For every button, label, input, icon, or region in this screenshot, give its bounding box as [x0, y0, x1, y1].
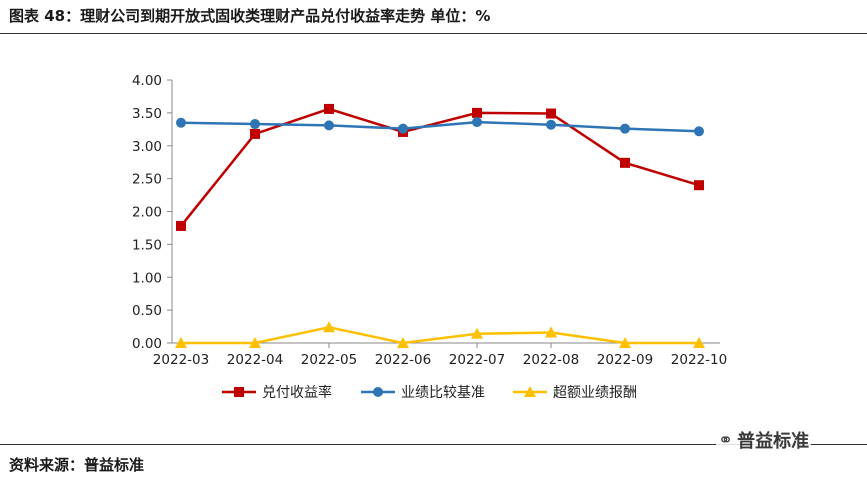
y-tick-label: 0.00 — [132, 336, 162, 352]
data-point-series-3 — [249, 337, 261, 348]
legend-label: 业绩比较基准 — [401, 384, 485, 401]
series-line-2 — [180, 120, 700, 133]
x-tick-label: 2022-08 — [523, 352, 579, 368]
data-point-series-2 — [472, 117, 482, 128]
bottom-divider — [0, 444, 867, 445]
y-tick-label: 1.50 — [132, 237, 162, 253]
y-tick-label: 3.00 — [132, 139, 162, 155]
data-point-series-2 — [546, 119, 556, 130]
legend-marker — [524, 386, 536, 397]
legend-label: 兑付收益率 — [262, 384, 332, 401]
legend-marker — [373, 387, 383, 397]
data-point-series-1 — [176, 220, 186, 231]
data-point-series-3 — [175, 337, 187, 348]
chart-title: 图表 48：理财公司到期开放式固收类理财产品兑付收益率走势 单位：% — [9, 7, 491, 25]
data-point-series-3 — [471, 327, 483, 339]
y-tick-label: 1.00 — [132, 270, 162, 286]
x-tick-label: 2022-05 — [301, 352, 357, 368]
series-line-1 — [180, 107, 700, 227]
data-point-series-1 — [472, 107, 482, 118]
x-tick-label: 2022-03 — [153, 352, 209, 368]
y-tick-label: 3.50 — [132, 106, 162, 122]
y-tick-label: 4.00 — [132, 73, 162, 89]
top-divider — [0, 33, 867, 34]
data-point-series-3 — [693, 337, 705, 348]
data-point-series-2 — [176, 117, 186, 128]
data-point-series-1 — [250, 128, 260, 139]
x-tick-label: 2022-09 — [597, 352, 653, 368]
data-point-series-2 — [398, 123, 408, 134]
legend-label: 超额业绩报酬 — [553, 385, 637, 401]
watermark-label: 普益标准 — [737, 431, 810, 452]
data-point-series-1 — [324, 103, 334, 114]
data-point-series-2 — [694, 126, 704, 137]
data-point-series-3 — [323, 321, 335, 333]
x-tick-label: 2022-10 — [671, 352, 727, 368]
data-point-series-1 — [694, 180, 704, 191]
source-note: 资料来源：普益标准 — [9, 456, 145, 474]
watermark: ⚭ 普益标准 — [716, 427, 812, 453]
wechat-icon: ⚭ — [718, 429, 734, 451]
x-tick-label: 2022-04 — [227, 352, 283, 368]
data-point-series-2 — [324, 120, 334, 131]
legend-marker — [234, 387, 244, 397]
data-point-series-1 — [546, 108, 556, 119]
y-tick-label: 2.00 — [132, 205, 162, 221]
data-point-series-3 — [397, 337, 409, 348]
series-line-3 — [181, 325, 699, 345]
y-tick-label: 0.50 — [132, 303, 162, 319]
y-tick-label: 2.50 — [132, 172, 162, 188]
data-point-series-2 — [620, 123, 630, 134]
x-tick-label: 2022-06 — [375, 352, 431, 368]
data-point-series-3 — [619, 337, 631, 348]
x-tick-label: 2022-07 — [449, 352, 505, 368]
data-point-series-2 — [250, 119, 260, 130]
data-point-series-3 — [545, 326, 557, 338]
data-point-series-1 — [620, 157, 630, 168]
